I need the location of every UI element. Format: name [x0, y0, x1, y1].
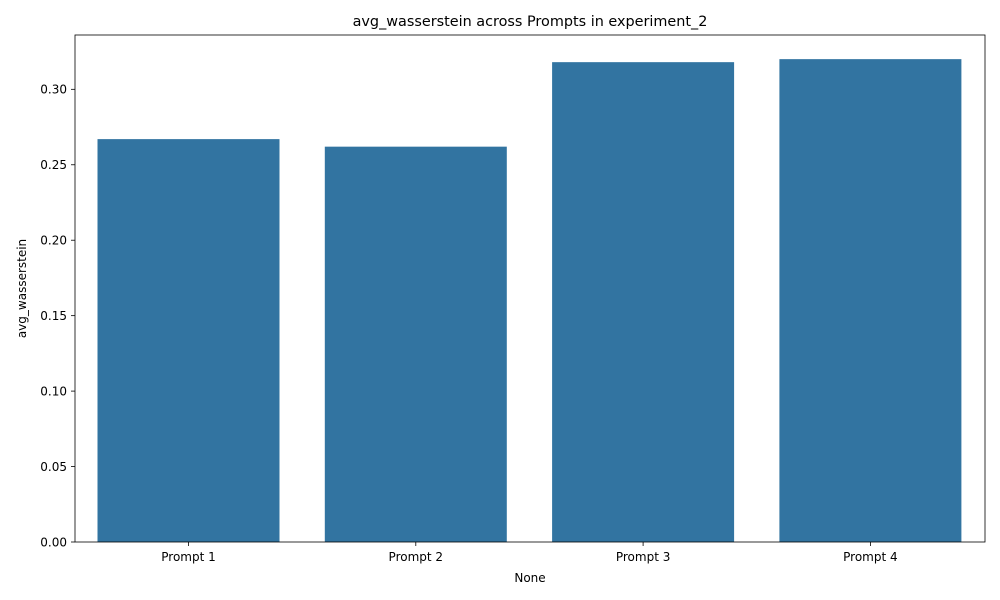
x-tick-label: Prompt 1 [161, 550, 216, 564]
plot-frame [74, 34, 986, 543]
y-tick-label: 0.25 [40, 158, 67, 172]
bar-prompt-1 [97, 139, 280, 542]
y-axis-label: avg_wasserstein [15, 239, 29, 338]
y-tick-label: 0.00 [40, 535, 67, 549]
bar-prompt-3 [552, 62, 735, 542]
bar-prompt-2 [324, 146, 507, 542]
chart-title: avg_wasserstein across Prompts in experi… [353, 14, 708, 30]
bar-prompt-4 [779, 59, 962, 542]
y-tick-label: 0.20 [40, 234, 67, 248]
x-axis-label: None [514, 571, 545, 585]
y-axis: 0.00 0.05 0.10 0.15 0.20 0.25 0.30 [40, 83, 75, 549]
bars-layer [97, 59, 962, 542]
y-tick-label: 0.30 [40, 83, 67, 97]
y-tick-label: 0.15 [40, 309, 67, 323]
y-tick-label: 0.05 [40, 460, 67, 474]
x-tick-label: Prompt 3 [616, 550, 671, 564]
y-tick-label: 0.10 [40, 384, 67, 398]
x-tick-label: Prompt 2 [389, 550, 444, 564]
x-tick-label: Prompt 4 [843, 550, 898, 564]
x-axis: Prompt 1 Prompt 2 Prompt 3 Prompt 4 [161, 542, 898, 564]
